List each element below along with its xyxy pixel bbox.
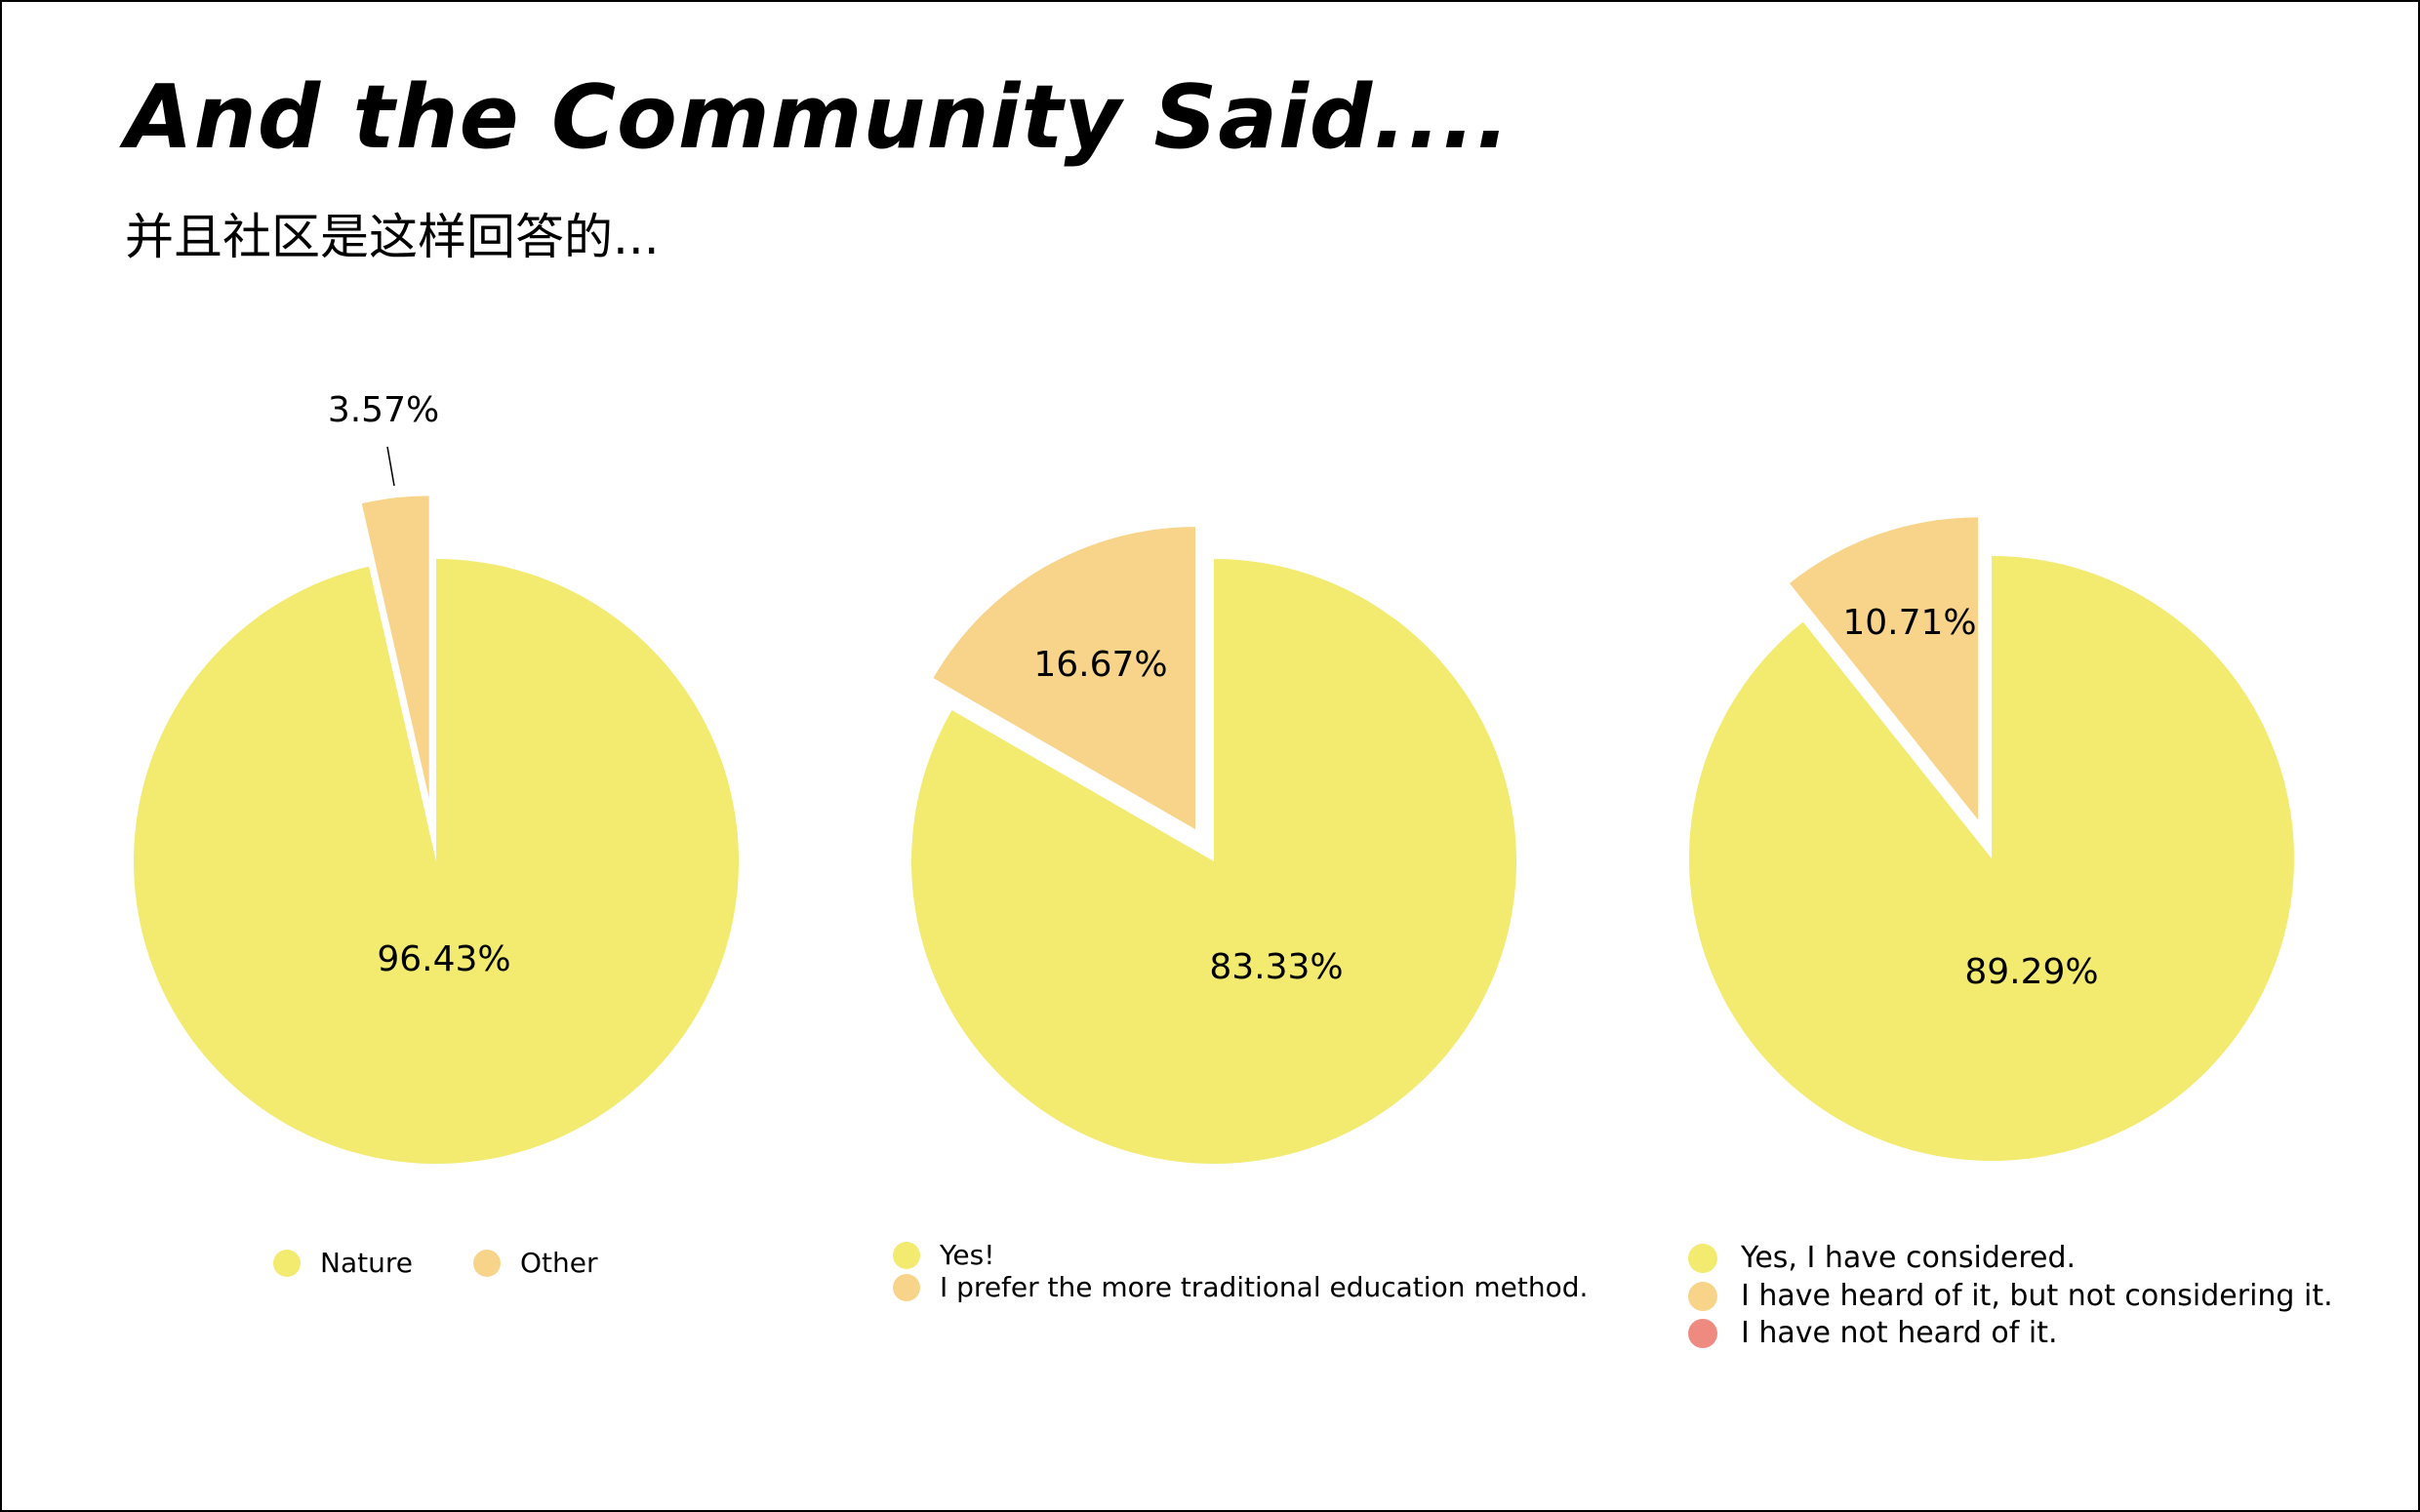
pie-slice-main (911, 559, 1517, 1164)
legend-label: Yes, I have considered. (1741, 1241, 2077, 1275)
slice-value-label: 3.57% (328, 390, 439, 430)
legend-label: I have not heard of it. (1741, 1316, 2058, 1350)
slice-value-label: 89.29% (1964, 952, 2098, 992)
legend-label: Yes! (940, 1239, 995, 1271)
legend-swatch-yellow (1688, 1243, 1717, 1273)
leader-line (386, 446, 395, 487)
legend-item-other: Other (473, 1247, 598, 1279)
legend-item-heard-not-considering: I have heard of it, but not considering … (1688, 1279, 2333, 1313)
slice-value-label: 16.67% (1033, 645, 1167, 685)
legend-item-considered: Yes, I have considered. (1688, 1241, 2076, 1275)
legend-swatch-orange (1688, 1281, 1717, 1311)
pie-chart-1: 96.43% 3.57% (134, 390, 740, 1164)
legend-label: I have heard of it, but not considering … (1741, 1279, 2333, 1313)
pie-chart-2: 83.33% 16.67% (911, 527, 1517, 1164)
slice-value-label: 96.43% (377, 939, 510, 979)
legend-swatch-yellow (273, 1249, 301, 1277)
legend-label: Other (520, 1247, 598, 1279)
page-subtitle: 并且社区是这样回答的... (125, 209, 660, 265)
legend-label: Nature (320, 1247, 413, 1279)
legend-swatch-red (1688, 1318, 1717, 1348)
pie-slice-main (1688, 556, 2294, 1161)
pie-chart-3: 89.29% 10.71% (1688, 517, 2294, 1161)
slice-value-label: 83.33% (1209, 947, 1343, 987)
pie-slice-exploded (1789, 517, 1979, 820)
legend-swatch-yellow (893, 1241, 920, 1269)
slice-value-label: 10.71% (1842, 603, 1976, 643)
legend-item-traditional: I prefer the more traditional education … (893, 1271, 1588, 1303)
legend-item-nature: Nature (273, 1247, 413, 1279)
legend-item-not-heard: I have not heard of it. (1688, 1316, 2058, 1350)
legend-swatch-orange (893, 1273, 920, 1301)
legend-item-yes: Yes! (893, 1239, 994, 1271)
pie-slice-exploded (361, 496, 429, 799)
pie-slice-main (134, 559, 740, 1164)
pie-slice-exploded (933, 527, 1195, 830)
legend-swatch-orange (473, 1249, 501, 1277)
page-title: And the Community Said.... (125, 66, 1511, 169)
legend-label: I prefer the more traditional education … (940, 1271, 1589, 1303)
